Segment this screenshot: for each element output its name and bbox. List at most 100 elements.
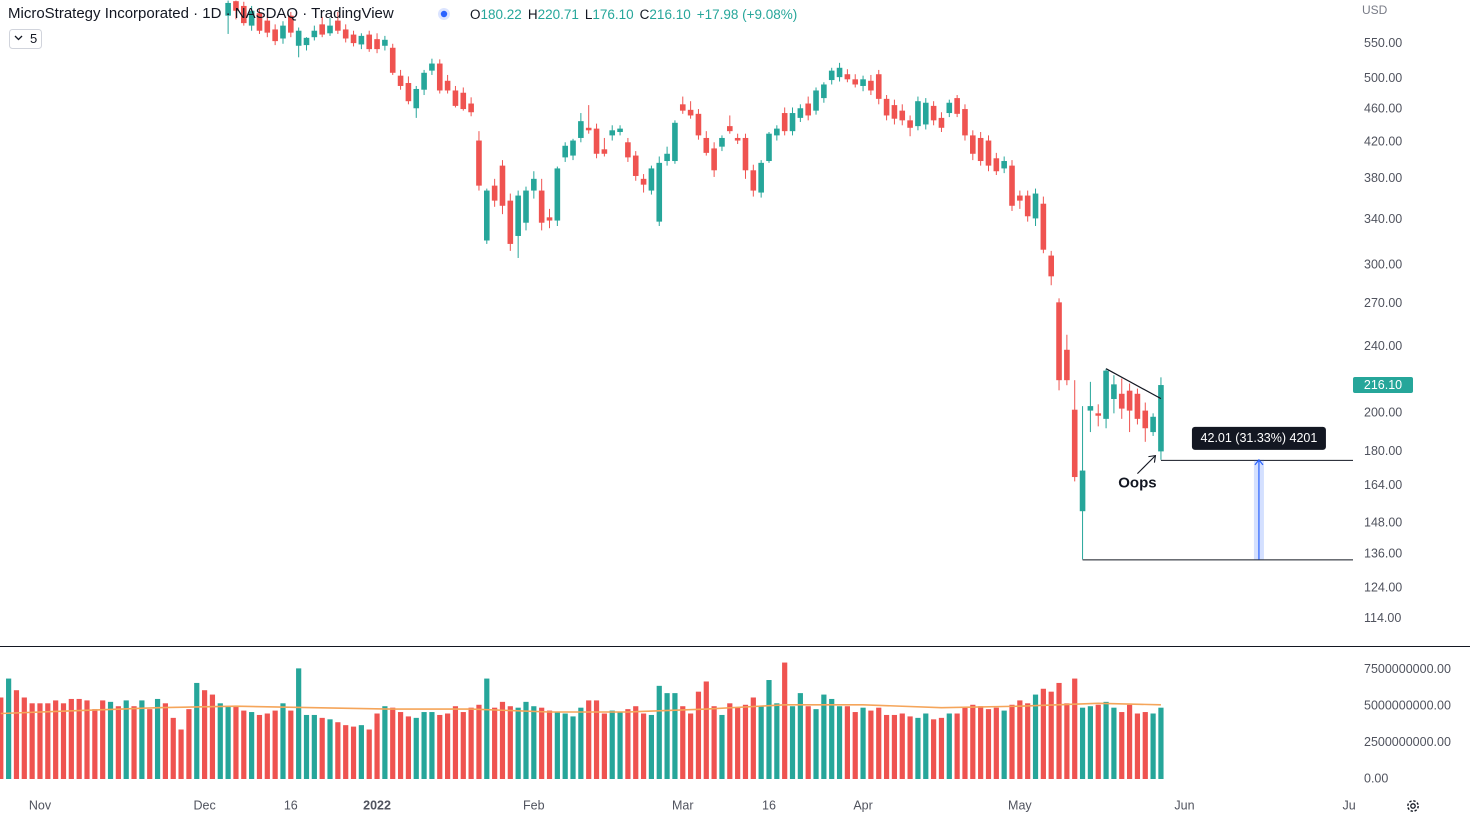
volume-bar — [288, 710, 294, 779]
y-tick-label: 180.00 — [1364, 444, 1402, 458]
note-arrowhead — [1148, 454, 1157, 463]
x-tick-label: May — [1008, 798, 1032, 812]
candle-body — [280, 25, 286, 39]
volume-bar — [366, 729, 372, 779]
candle-body — [436, 63, 443, 91]
x-tick-label: Dec — [193, 798, 215, 812]
candle-body — [930, 105, 937, 121]
volume-bar — [938, 717, 945, 779]
volume-bar — [633, 706, 639, 779]
candle-body — [468, 103, 474, 113]
volume-pane — [0, 662, 1164, 779]
y-tick-label: 200.00 — [1364, 406, 1402, 420]
volume-bar — [1119, 712, 1125, 779]
volume-bar — [272, 710, 278, 779]
candle-body — [538, 190, 545, 223]
volume-bar — [327, 719, 333, 779]
volume-bar — [1111, 707, 1117, 779]
candle-body — [225, 2, 231, 16]
volume-bar — [476, 704, 482, 779]
x-tick-label: 16 — [762, 798, 776, 812]
volume-bar — [711, 706, 717, 779]
candle-body — [938, 117, 945, 128]
volume-bar — [931, 719, 937, 779]
volume-bar — [1064, 703, 1070, 779]
candle-body — [813, 90, 819, 111]
volume-bar — [358, 725, 364, 779]
volume-bar — [217, 703, 223, 779]
volume-bar — [37, 703, 43, 779]
volume-bar — [60, 703, 67, 779]
volume-bar — [241, 710, 247, 779]
volume-bar — [319, 717, 325, 779]
candle-body — [256, 13, 263, 31]
candle-body — [382, 39, 388, 46]
candle-body — [758, 162, 764, 193]
candle-body — [1056, 302, 1062, 381]
candle-body — [711, 148, 717, 171]
candle-body — [374, 39, 380, 50]
candle-body — [875, 74, 882, 99]
candle-body — [836, 67, 843, 78]
volume-bar — [335, 722, 341, 779]
settings-icon[interactable] — [1407, 800, 1419, 812]
legend-key: O — [470, 7, 481, 22]
candle-body — [1087, 406, 1094, 411]
volume-tick-label: 0.00 — [1364, 771, 1388, 785]
volume-bar — [154, 698, 161, 779]
volume-bar — [1079, 707, 1086, 779]
candle-body — [781, 113, 788, 132]
candle-body — [397, 75, 404, 86]
candle-body — [860, 79, 866, 86]
volume-bar — [390, 707, 396, 779]
status-dot — [440, 10, 448, 18]
volume-bar — [492, 707, 498, 779]
volume-bar — [201, 690, 208, 779]
candle-body — [570, 140, 576, 156]
candle-body — [1017, 195, 1023, 201]
volume-bar — [664, 693, 670, 779]
candle-body — [342, 29, 349, 39]
candle-body — [946, 102, 953, 114]
candle-body — [993, 158, 1000, 172]
volume-bar — [805, 706, 811, 779]
candle-body — [656, 162, 663, 222]
volume-bar — [1126, 704, 1133, 779]
volume-bar — [844, 706, 850, 779]
candle-body — [891, 105, 898, 119]
y-tick-label: 380.00 — [1364, 171, 1402, 185]
note-arrow — [1137, 455, 1156, 475]
y-tick-label: 550.00 — [1364, 36, 1402, 50]
volume-bar — [115, 706, 121, 779]
candle-body — [789, 113, 796, 132]
volume-bar — [703, 681, 709, 779]
volume-bar — [507, 706, 513, 779]
volume-bar — [1150, 713, 1156, 779]
candle-body — [491, 185, 498, 201]
legend-value: 180.22 — [481, 7, 522, 22]
candle-body — [421, 72, 427, 90]
candle-body — [264, 20, 271, 33]
candle-body — [460, 92, 467, 110]
candle-body — [585, 127, 592, 131]
indicator-count: 5 — [30, 31, 37, 46]
volume-bar — [586, 700, 592, 779]
volume-bar — [296, 668, 302, 779]
volume-tick-label: 5000000000.00 — [1364, 699, 1451, 713]
indicator-toggle[interactable] — [9, 29, 42, 49]
candle-body — [1071, 409, 1078, 478]
volume-bar — [429, 712, 435, 779]
volume-bar — [554, 712, 560, 779]
volume-bar — [1032, 694, 1039, 779]
candle-body — [703, 137, 710, 153]
candle-body — [1040, 203, 1047, 250]
volume-bar — [256, 714, 263, 779]
volume-bar — [382, 706, 388, 779]
volume-bar — [1095, 704, 1101, 779]
volume-bar — [829, 698, 835, 779]
volume-bar — [868, 710, 874, 779]
volume-bar — [0, 697, 4, 779]
volume-bar — [303, 714, 310, 779]
